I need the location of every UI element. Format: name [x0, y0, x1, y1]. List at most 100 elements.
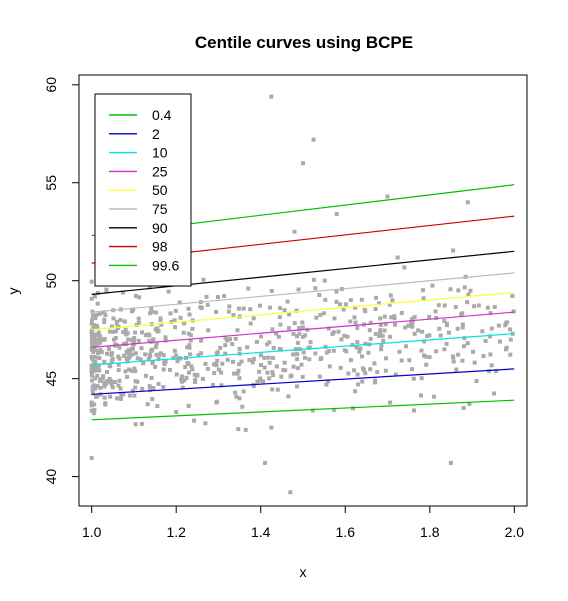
x-tick-label: 1.0 [82, 524, 102, 540]
data-point [235, 371, 240, 376]
data-point [169, 319, 174, 324]
data-point [200, 376, 205, 381]
data-point [215, 358, 220, 363]
x-tick-label: 1.6 [336, 524, 356, 540]
data-point [488, 311, 493, 316]
data-point [186, 306, 191, 311]
data-point [219, 370, 224, 375]
data-point [404, 344, 408, 349]
centile-line-10 [91, 333, 515, 366]
data-point [353, 305, 358, 310]
data-point [466, 292, 471, 297]
data-point [368, 336, 373, 341]
data-point [125, 374, 130, 379]
data-point [489, 363, 494, 368]
data-point [275, 387, 280, 392]
data-point [133, 422, 138, 427]
data-point [352, 368, 356, 373]
data-point [113, 329, 118, 334]
data-point [471, 349, 475, 354]
data-point [171, 356, 176, 361]
data-point [179, 377, 184, 382]
data-point [97, 337, 102, 342]
data-point [246, 286, 251, 291]
data-point [93, 366, 98, 371]
data-point [431, 394, 436, 399]
data-point [143, 352, 148, 357]
data-point [201, 277, 206, 282]
data-point [228, 337, 232, 342]
data-point [98, 385, 103, 390]
data-point [89, 401, 94, 405]
data-point [90, 391, 95, 396]
data-point [351, 406, 355, 411]
data-point [353, 389, 358, 394]
data-point [287, 312, 292, 317]
data-point [155, 329, 160, 334]
data-point [195, 373, 200, 378]
data-point [510, 294, 515, 298]
data-point [373, 380, 378, 385]
data-point [352, 315, 357, 320]
data-point [267, 360, 272, 365]
data-point [133, 351, 138, 356]
data-point [89, 369, 94, 374]
data-point [324, 382, 329, 387]
data-point [338, 365, 343, 370]
data-point [241, 306, 246, 311]
data-point [180, 374, 185, 379]
data-point [343, 302, 348, 307]
x-axis-label: x [300, 564, 307, 580]
y-tick-label: 50 [43, 273, 59, 289]
data-point [149, 306, 154, 311]
data-point [108, 394, 113, 399]
data-point [92, 323, 97, 328]
data-point [216, 367, 221, 372]
data-point [291, 352, 296, 357]
data-point [102, 359, 107, 364]
data-point [214, 309, 219, 314]
data-point [190, 367, 195, 372]
data-point [128, 348, 133, 353]
data-point [300, 334, 305, 339]
data-point [278, 322, 283, 327]
data-point [187, 370, 191, 375]
data-point [96, 330, 101, 335]
data-point [223, 343, 228, 348]
data-point [295, 334, 300, 339]
data-point [460, 311, 465, 316]
data-point [94, 323, 99, 328]
data-point [299, 362, 304, 367]
data-point [314, 315, 319, 320]
data-point [129, 368, 134, 373]
y-tick-label: 40 [43, 469, 59, 485]
data-point [150, 397, 155, 402]
data-point [423, 354, 428, 359]
data-point [124, 332, 129, 337]
data-point [257, 303, 262, 308]
data-point [150, 361, 155, 365]
legend-label: 98 [152, 239, 168, 255]
data-point [89, 455, 94, 460]
data-point [102, 317, 107, 322]
data-point [326, 379, 330, 384]
y-tick-label: 45 [43, 371, 59, 387]
data-point [133, 293, 138, 298]
data-point [233, 336, 238, 341]
data-point [378, 330, 383, 335]
data-point [131, 338, 136, 343]
data-point [294, 308, 299, 313]
data-point [406, 323, 411, 328]
data-point [354, 345, 359, 350]
data-point [410, 324, 415, 329]
data-point [90, 355, 94, 360]
data-point [130, 388, 135, 393]
legend-label: 75 [152, 201, 168, 217]
data-point [188, 333, 193, 338]
data-point [384, 356, 388, 361]
data-point [114, 319, 119, 324]
data-point [383, 368, 388, 373]
data-point [393, 372, 398, 377]
data-point [487, 334, 492, 339]
data-point [199, 351, 204, 356]
